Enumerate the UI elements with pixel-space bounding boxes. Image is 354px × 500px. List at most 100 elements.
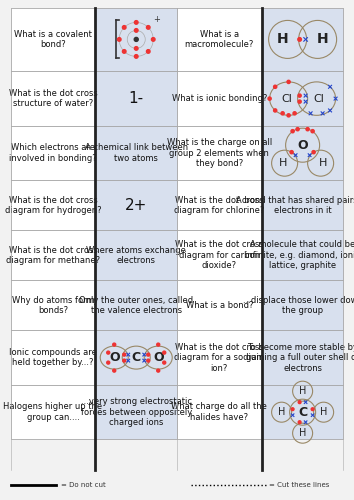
Text: C: C: [298, 406, 307, 418]
Circle shape: [290, 150, 293, 154]
Bar: [177, 72, 262, 126]
Bar: [262, 180, 343, 230]
Text: H: H: [317, 32, 329, 46]
Bar: [11, 8, 96, 72]
Text: Only the outer ones, called
the valence electrons: Only the outer ones, called the valence …: [79, 296, 193, 315]
Circle shape: [298, 401, 301, 404]
Circle shape: [298, 94, 301, 97]
Bar: [262, 126, 343, 180]
Circle shape: [123, 359, 126, 362]
Bar: [11, 180, 96, 230]
Text: What is the dot cross
diagram for a sodium
ion?: What is the dot cross diagram for a sodi…: [174, 342, 264, 372]
Bar: [11, 126, 96, 180]
Bar: [262, 330, 343, 385]
Circle shape: [147, 50, 150, 53]
Text: C: C: [132, 351, 141, 364]
Bar: [96, 180, 177, 230]
Text: Which electrons are
involved in bonding?: Which electrons are involved in bonding?: [9, 144, 97, 163]
Text: What is a
macromolecule?: What is a macromolecule?: [185, 30, 254, 49]
Bar: [11, 385, 96, 440]
Bar: [96, 330, 177, 385]
Circle shape: [298, 421, 301, 424]
Text: What is a bond?: What is a bond?: [186, 301, 253, 310]
Bar: [11, 330, 96, 385]
Text: What is a covalent
bond?: What is a covalent bond?: [14, 30, 92, 49]
Circle shape: [147, 26, 150, 29]
Text: What is the dot cross
diagram for methane?: What is the dot cross diagram for methan…: [6, 246, 100, 265]
Bar: [262, 72, 343, 126]
Circle shape: [134, 38, 138, 42]
Text: What is ionic bonding?: What is ionic bonding?: [172, 94, 267, 103]
Circle shape: [135, 28, 138, 32]
Circle shape: [107, 351, 110, 354]
Text: H: H: [320, 407, 327, 417]
Circle shape: [163, 361, 166, 364]
Text: H: H: [319, 158, 327, 168]
Bar: [177, 385, 262, 440]
Bar: [11, 72, 96, 126]
Circle shape: [274, 85, 277, 88]
Text: A molecule that could be
infinite, e.g. diamond, ionic
lattice, graphite: A molecule that could be infinite, e.g. …: [245, 240, 354, 270]
Bar: [177, 230, 262, 280]
Bar: [11, 230, 96, 280]
Text: Ionic compounds are
held together by...?: Ionic compounds are held together by...?: [9, 348, 97, 368]
Circle shape: [147, 353, 150, 356]
Circle shape: [163, 351, 166, 354]
Text: 2+: 2+: [125, 198, 147, 213]
Text: Cl: Cl: [281, 94, 292, 104]
Circle shape: [118, 38, 121, 41]
Circle shape: [268, 97, 271, 100]
Circle shape: [296, 128, 299, 131]
Bar: [96, 126, 177, 180]
Bar: [177, 8, 262, 72]
Circle shape: [157, 369, 160, 372]
Circle shape: [135, 20, 138, 24]
Circle shape: [287, 80, 290, 84]
Text: O: O: [109, 351, 120, 364]
Text: 1-: 1-: [129, 91, 144, 106]
Circle shape: [281, 112, 284, 115]
Circle shape: [291, 408, 294, 410]
Text: What is the charge on all
group 2 elements when
they bond?: What is the charge on all group 2 elemen…: [167, 138, 272, 168]
Bar: [177, 126, 262, 180]
Text: O: O: [297, 138, 308, 151]
Text: What is the dot cross
diagram for hydrogen?: What is the dot cross diagram for hydrog…: [5, 196, 101, 215]
Bar: [177, 180, 262, 230]
Text: Cl: Cl: [313, 94, 324, 104]
Text: H: H: [277, 32, 289, 46]
Circle shape: [122, 50, 126, 53]
Text: = Cut these lines: = Cut these lines: [269, 482, 330, 488]
Bar: [262, 385, 343, 440]
Circle shape: [312, 150, 315, 154]
Bar: [11, 280, 96, 330]
Bar: [177, 330, 262, 385]
Bar: [177, 280, 262, 330]
Text: H: H: [279, 158, 287, 168]
Text: What charge do all the
halides have?: What charge do all the halides have?: [171, 402, 267, 422]
Circle shape: [152, 38, 155, 41]
Text: To become more stable by
gaining a full outer shell of
electrons: To become more stable by gaining a full …: [246, 342, 354, 372]
Circle shape: [293, 112, 296, 115]
Bar: [262, 280, 343, 330]
Bar: [96, 385, 177, 440]
Circle shape: [113, 343, 116, 346]
Circle shape: [135, 54, 138, 58]
Circle shape: [123, 353, 126, 356]
Circle shape: [311, 408, 314, 410]
Circle shape: [157, 343, 160, 346]
Text: What is the dot cross
diagram for carbon
dioxide?: What is the dot cross diagram for carbon…: [175, 240, 264, 270]
Circle shape: [147, 359, 150, 362]
Circle shape: [291, 130, 294, 133]
Circle shape: [274, 109, 277, 112]
Bar: [262, 230, 343, 280]
Circle shape: [135, 46, 138, 50]
Bar: [96, 230, 177, 280]
Circle shape: [298, 38, 301, 41]
Text: ...displace those lower down
the group: ...displace those lower down the group: [243, 296, 354, 315]
Bar: [262, 8, 343, 72]
Text: Why do atoms form
bonds?: Why do atoms form bonds?: [12, 296, 95, 315]
Text: What is the dot cross
structure of water?: What is the dot cross structure of water…: [8, 89, 97, 108]
Text: A bond that has shared pairs of
electrons in it: A bond that has shared pairs of electron…: [236, 196, 354, 215]
Bar: [96, 280, 177, 330]
Text: What is the dot cross
diagram for chlorine?: What is the dot cross diagram for chlori…: [174, 196, 264, 215]
